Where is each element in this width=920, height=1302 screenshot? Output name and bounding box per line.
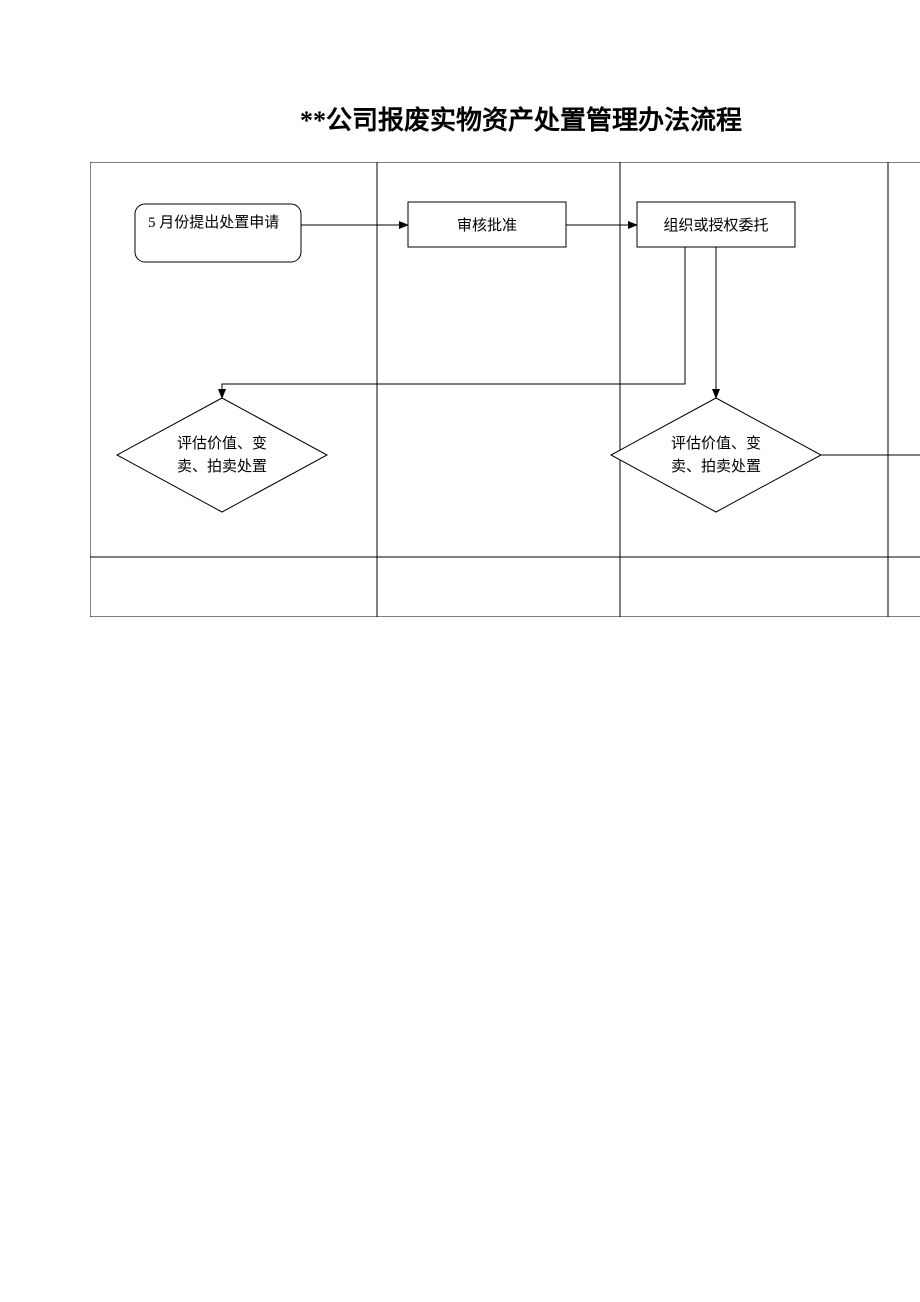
node-evaluate-right-label: 评估价值、变卖、拍卖处置 <box>664 433 768 478</box>
edges <box>222 225 920 455</box>
node-organize-label: 组织或授权委托 <box>637 215 795 238</box>
page-title: **公司报废实物资产处置管理办法流程 <box>300 100 742 137</box>
node-evaluate-left-label: 评估价值、变卖、拍卖处置 <box>170 433 274 478</box>
node-approve-label: 审核批准 <box>408 215 566 238</box>
node-apply-label: 5 月份提出处置申请 <box>148 212 290 235</box>
edge-n3-d1 <box>222 247 685 398</box>
flowchart: 5 月份提出处置申请 审核批准 组织或授权委托 评估价值、变卖、拍卖处置 评估价… <box>90 162 920 617</box>
